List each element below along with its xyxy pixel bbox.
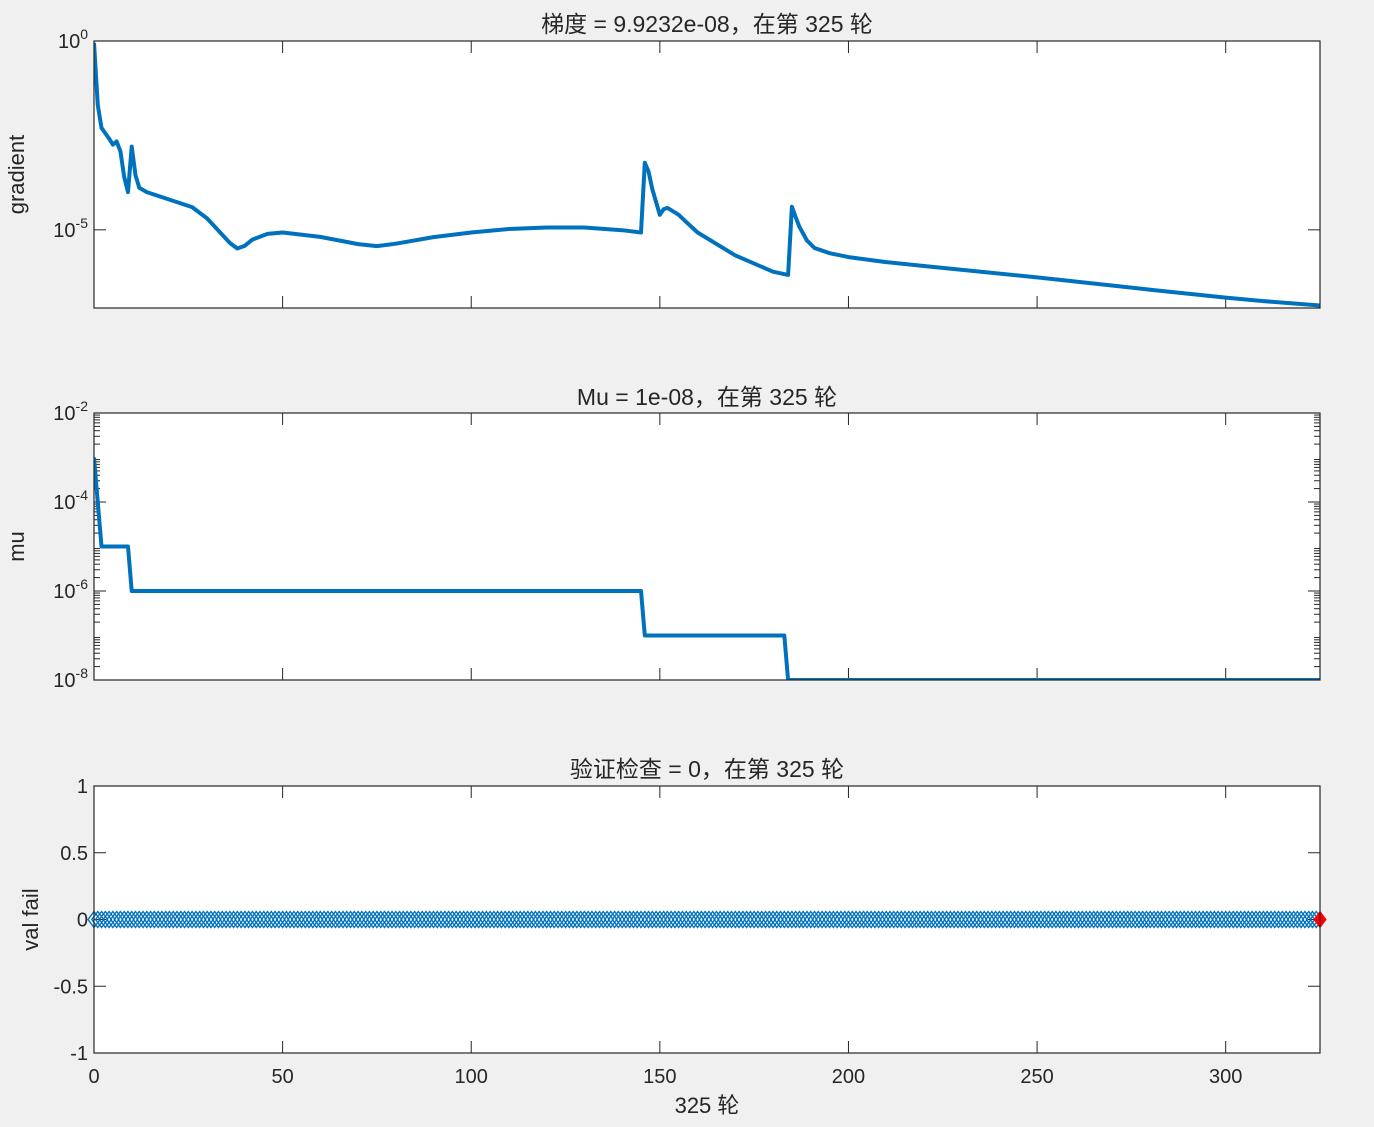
y-tick-label: -0.5 [54, 976, 88, 998]
axes-box [93, 785, 1321, 1054]
y-tick-label: 0 [77, 910, 88, 932]
x-tick-label: 100 [455, 1066, 488, 1088]
y-tick-label: -1 [70, 1043, 88, 1065]
x-tick-label: 50 [271, 1066, 293, 1088]
plot-area [94, 413, 1320, 680]
y-tick-label: 10-2 [53, 398, 88, 425]
axes-box [93, 40, 1321, 309]
y-tick-label: 10-6 [53, 576, 88, 603]
y-tick-label: 100 [58, 26, 88, 53]
y-axis-label: val fail [18, 888, 43, 950]
y-tick-label: 10-4 [53, 487, 88, 514]
series-line [94, 457, 1320, 680]
panel-title: 梯度 = 9.9232e-08，在第 325 轮 [541, 11, 873, 37]
x-tick-label: 300 [1209, 1066, 1242, 1088]
y-tick-label: 1 [77, 776, 88, 798]
axes-box [93, 412, 1321, 681]
series-line [94, 42, 1320, 308]
x-axis-label: 325 轮 [675, 1093, 740, 1118]
y-axis-label: mu [4, 531, 29, 562]
y-tick-label: 10-5 [53, 215, 88, 242]
y-tick-label: 10-8 [53, 665, 88, 692]
x-tick-label: 0 [88, 1066, 99, 1088]
x-tick-label: 200 [832, 1066, 865, 1088]
y-axis-label: gradient [4, 135, 29, 215]
chart-panel-1: 100 10-5 梯度 = 9.9232e-08，在第 325 轮 gradient [4, 11, 1321, 309]
y-tick-label: 0.5 [60, 843, 88, 865]
panel-title: Mu = 1e-08，在第 325 轮 [577, 384, 837, 410]
chart-panel-2: 10-2 10-4 10-6 10-8 Mu = 1e-08，在第 325 轮 mu [4, 384, 1321, 692]
x-tick-label: 250 [1020, 1066, 1053, 1088]
plot-area [94, 41, 1320, 308]
x-tick-label: 150 [643, 1066, 676, 1088]
chart-panel-3: 1 0.5 0 -0.5 -1 验证检查 = 0，在第 325 轮 val fail [18, 756, 1327, 1065]
panel-title: 验证检查 = 0，在第 325 轮 [570, 756, 844, 782]
